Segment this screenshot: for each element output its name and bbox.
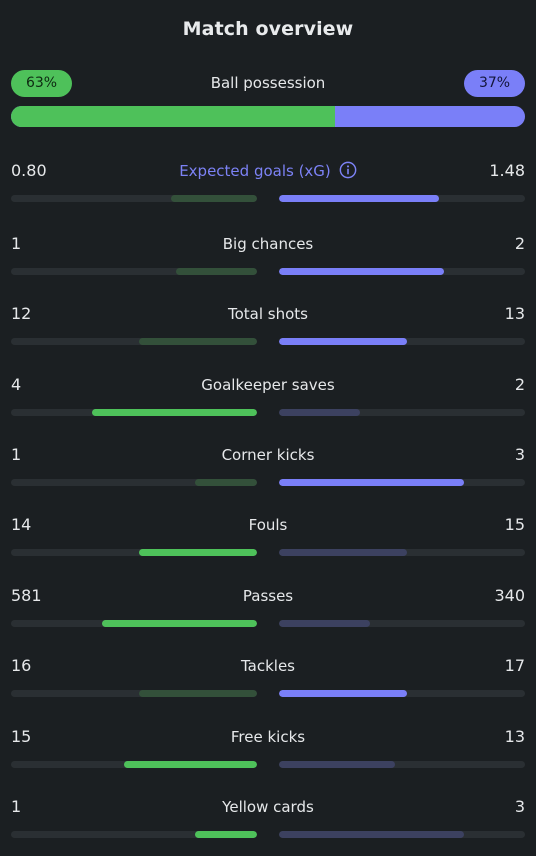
stat-label-text: Big chances <box>222 235 314 253</box>
home-stat-track <box>11 409 257 416</box>
stat-label: Big chances <box>11 233 525 255</box>
stat-label-text: Corner kicks <box>221 446 315 464</box>
home-stat-track <box>11 549 257 556</box>
away-stat-value: 2 <box>514 375 525 394</box>
away-stat-track <box>279 549 525 556</box>
away-stat-track <box>279 268 525 275</box>
stat-label-text: Total shots <box>228 305 308 323</box>
home-stat-track <box>11 268 257 275</box>
possession-bar <box>11 106 525 127</box>
stat-label: Goalkeeper saves <box>11 374 525 396</box>
stat-row: 4 Goalkeeper saves 2 <box>11 374 525 424</box>
home-stat-bar <box>92 409 257 416</box>
stat-label-text: Free kicks <box>230 728 306 746</box>
home-stat-value: 16 <box>11 656 32 675</box>
home-stat-bar <box>176 268 257 275</box>
home-stat-value: 14 <box>11 515 32 534</box>
away-stat-bar <box>279 338 407 345</box>
home-stat-bar <box>139 338 257 345</box>
stat-label-text: Yellow cards <box>222 798 314 816</box>
page-title: Match overview <box>182 18 354 40</box>
away-stat-track <box>279 831 525 838</box>
away-stat-value: 13 <box>504 727 525 746</box>
stat-label: Passes <box>11 585 525 607</box>
away-stat-value: 13 <box>504 304 525 323</box>
possession-label: Ball possession <box>210 74 326 92</box>
stat-row: 12 Total shots 13 <box>11 303 525 353</box>
away-stat-value: 1.48 <box>489 161 525 180</box>
stat-label: Tackles <box>11 655 525 677</box>
stat-row: 1 Big chances 2 <box>11 233 525 283</box>
stat-label: Fouls <box>11 514 525 536</box>
stat-label[interactable]: Expected goals (xG) <box>11 160 525 182</box>
away-stat-bar <box>279 195 439 202</box>
home-possession-fill <box>11 106 335 127</box>
home-stat-value: 1 <box>11 797 22 816</box>
home-stat-value: 1 <box>11 234 22 253</box>
home-stat-bar <box>195 831 257 838</box>
stat-label-text: Passes <box>242 587 294 605</box>
home-stat-bar <box>139 690 257 697</box>
away-stat-value: 2 <box>514 234 525 253</box>
stat-label: Free kicks <box>11 726 525 748</box>
home-stat-track <box>11 479 257 486</box>
away-stat-track <box>279 338 525 345</box>
home-stat-track <box>11 195 257 202</box>
stat-row: 15 Free kicks 13 <box>11 726 525 776</box>
away-stat-bar <box>279 549 407 556</box>
stat-label: Yellow cards <box>11 796 525 818</box>
stat-label: Total shots <box>11 303 525 325</box>
home-stat-track <box>11 338 257 345</box>
home-stat-bar <box>171 195 257 202</box>
home-stat-bar <box>195 479 257 486</box>
away-stat-bar <box>279 409 360 416</box>
home-stat-bar <box>124 761 257 768</box>
home-stat-value: 4 <box>11 375 22 394</box>
home-stat-bar <box>139 549 257 556</box>
home-stat-track <box>11 831 257 838</box>
away-stat-value: 3 <box>514 797 525 816</box>
home-stat-track <box>11 620 257 627</box>
home-stat-value: 1 <box>11 445 22 464</box>
home-stat-value: 581 <box>11 586 42 605</box>
away-stat-bar <box>279 831 464 838</box>
away-stat-bar <box>279 620 370 627</box>
stat-row: 0.80 Expected goals (xG) 1.48 <box>11 160 525 210</box>
home-possession-badge: 63% <box>11 70 72 97</box>
home-stat-value: 12 <box>11 304 32 323</box>
away-stat-track <box>279 690 525 697</box>
info-icon[interactable] <box>339 161 357 179</box>
stat-row: 1 Yellow cards 3 <box>11 796 525 846</box>
home-stat-track <box>11 690 257 697</box>
away-stat-track <box>279 761 525 768</box>
possession-header: Ball possession 63% 37% <box>11 70 525 97</box>
away-stat-bar <box>279 479 464 486</box>
stat-label-text: Expected goals (xG) <box>179 162 331 180</box>
away-possession-badge: 37% <box>464 70 525 97</box>
stat-row: 16 Tackles 17 <box>11 655 525 705</box>
away-stat-track <box>279 195 525 202</box>
away-stat-bar <box>279 690 407 697</box>
stat-row: 581 Passes 340 <box>11 585 525 635</box>
stat-label-text: Tackles <box>240 657 296 675</box>
away-stat-bar <box>279 761 395 768</box>
away-stat-value: 3 <box>514 445 525 464</box>
away-stat-value: 17 <box>504 656 525 675</box>
home-stat-bar <box>102 620 257 627</box>
away-stat-value: 15 <box>504 515 525 534</box>
stat-label-text: Fouls <box>248 516 288 534</box>
stat-row: 14 Fouls 15 <box>11 514 525 564</box>
away-stat-value: 340 <box>494 586 525 605</box>
away-stat-bar <box>279 268 444 275</box>
away-stat-track <box>279 620 525 627</box>
away-stat-track <box>279 479 525 486</box>
home-stat-value: 0.80 <box>11 161 47 180</box>
stat-label-text: Goalkeeper saves <box>201 376 335 394</box>
stat-label: Corner kicks <box>11 444 525 466</box>
home-stat-track <box>11 761 257 768</box>
away-stat-track <box>279 409 525 416</box>
home-stat-value: 15 <box>11 727 32 746</box>
stat-row: 1 Corner kicks 3 <box>11 444 525 494</box>
